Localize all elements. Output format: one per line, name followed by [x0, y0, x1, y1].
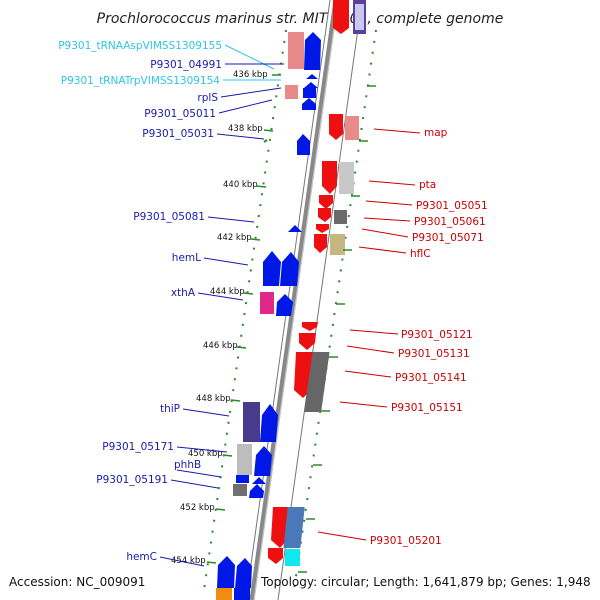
gene-label-P9301_05071[interactable]: P9301_05071 — [412, 232, 484, 244]
gene-label-hemC[interactable]: hemC — [126, 551, 157, 563]
outline-right — [277, 0, 363, 600]
gene-label-P9301_05081[interactable]: P9301_05081 — [133, 211, 205, 223]
kbp-tick: 440 kbp — [223, 180, 258, 190]
kbp-tick: 446 kbp — [203, 341, 238, 351]
kbp-tick: 442 kbp — [217, 233, 252, 243]
kbp-tick: 454 kbp — [171, 556, 206, 566]
genome-title: Prochlorococcus marinus str. MIT 9301, c… — [97, 11, 504, 27]
right-tick-marks — [298, 85, 376, 573]
accession-text: Accession: NC_009091 — [9, 575, 145, 589]
kbp-tick: 436 kbp — [233, 70, 268, 80]
kbp-tick: 450 kbp — [188, 449, 223, 459]
kbp-tick: 438 kbp — [228, 124, 263, 134]
gene-label-P9301_05141[interactable]: P9301_05141 — [395, 372, 467, 384]
gene-label-thiP[interactable]: thiP — [160, 403, 180, 415]
kbp-tick: 444 kbp — [210, 287, 245, 297]
gene-label-P9301_04991[interactable]: P9301_04991 — [150, 59, 222, 71]
gene-label-P9301_tRNATrpVIMSS1309154[interactable]: P9301_tRNATrpVIMSS1309154 — [61, 75, 221, 87]
gene-label-P9301_05061[interactable]: P9301_05061 — [414, 216, 486, 228]
forward-gene-labels: P9301_tRNAAspVIMSS1309155 P9301_04991 P9… — [58, 40, 284, 567]
gene-arrow-pta — [322, 161, 337, 194]
gene-arrow-hflC — [314, 234, 327, 253]
gene-label-map[interactable]: map — [424, 127, 448, 139]
gene-block-thiP — [243, 402, 260, 442]
gene-label-P9301_05011[interactable]: P9301_05011 — [144, 108, 216, 120]
reverse-strand-features — [268, 114, 359, 566]
gene-label-P9301_05031[interactable]: P9301_05031 — [142, 128, 214, 140]
gene-block-xthA — [260, 292, 274, 314]
forward-strand-features — [216, 32, 321, 600]
gene-label-P9301_05201[interactable]: P9301_05201 — [370, 535, 442, 547]
gene-label-P9301_05151[interactable]: P9301_05151 — [391, 402, 463, 414]
gene-label-P9301_05191[interactable]: P9301_05191 — [96, 474, 168, 486]
gene-block — [288, 32, 304, 69]
gene-arrow-P9301_05031 — [297, 134, 310, 155]
gene-label-hemL[interactable]: hemL — [172, 252, 201, 264]
gene-label-P9301_05131[interactable]: P9301_05131 — [398, 348, 470, 360]
kbp-axis-labels: 436 kbp 438 kbp 440 kbp 442 kbp 444 kbp … — [171, 70, 281, 566]
gene-arrow-hemC — [217, 556, 235, 588]
genome-summary-text: Topology: circular; Length: 1,641,879 bp… — [260, 575, 591, 589]
gene-block-P9301_05171 — [237, 444, 252, 475]
top-partial-features — [333, 0, 366, 34]
reverse-gene-labels: map pta P9301_05051 P9301_05061 P9301_05… — [317, 127, 488, 547]
gene-arrow-hemL — [263, 251, 281, 286]
gene-arrow-P9301_04991 — [304, 32, 321, 70]
gene-label-P9301_tRNAAspVIMSS1309155[interactable]: P9301_tRNAAspVIMSS1309155 — [58, 40, 222, 52]
gene-label-xthA[interactable]: xthA — [171, 287, 196, 299]
gene-label-pta[interactable]: pta — [419, 179, 436, 191]
gene-label-P9301_05121[interactable]: P9301_05121 — [401, 329, 473, 341]
gene-label-P9301_05171[interactable]: P9301_05171 — [102, 441, 174, 453]
kbp-tick: 452 kbp — [180, 503, 215, 513]
tick-rails — [203, 29, 377, 591]
gene-label-rplS[interactable]: rplS — [197, 92, 218, 104]
gene-label-hflC[interactable]: hflC — [410, 248, 431, 260]
kbp-tick: 448 kbp — [196, 394, 231, 404]
gene-label-phhB[interactable]: phhB — [174, 459, 201, 471]
genome-backbone — [249, 0, 339, 600]
gene-label-P9301_05051[interactable]: P9301_05051 — [416, 200, 488, 212]
gene-arrow-map — [329, 114, 343, 140]
